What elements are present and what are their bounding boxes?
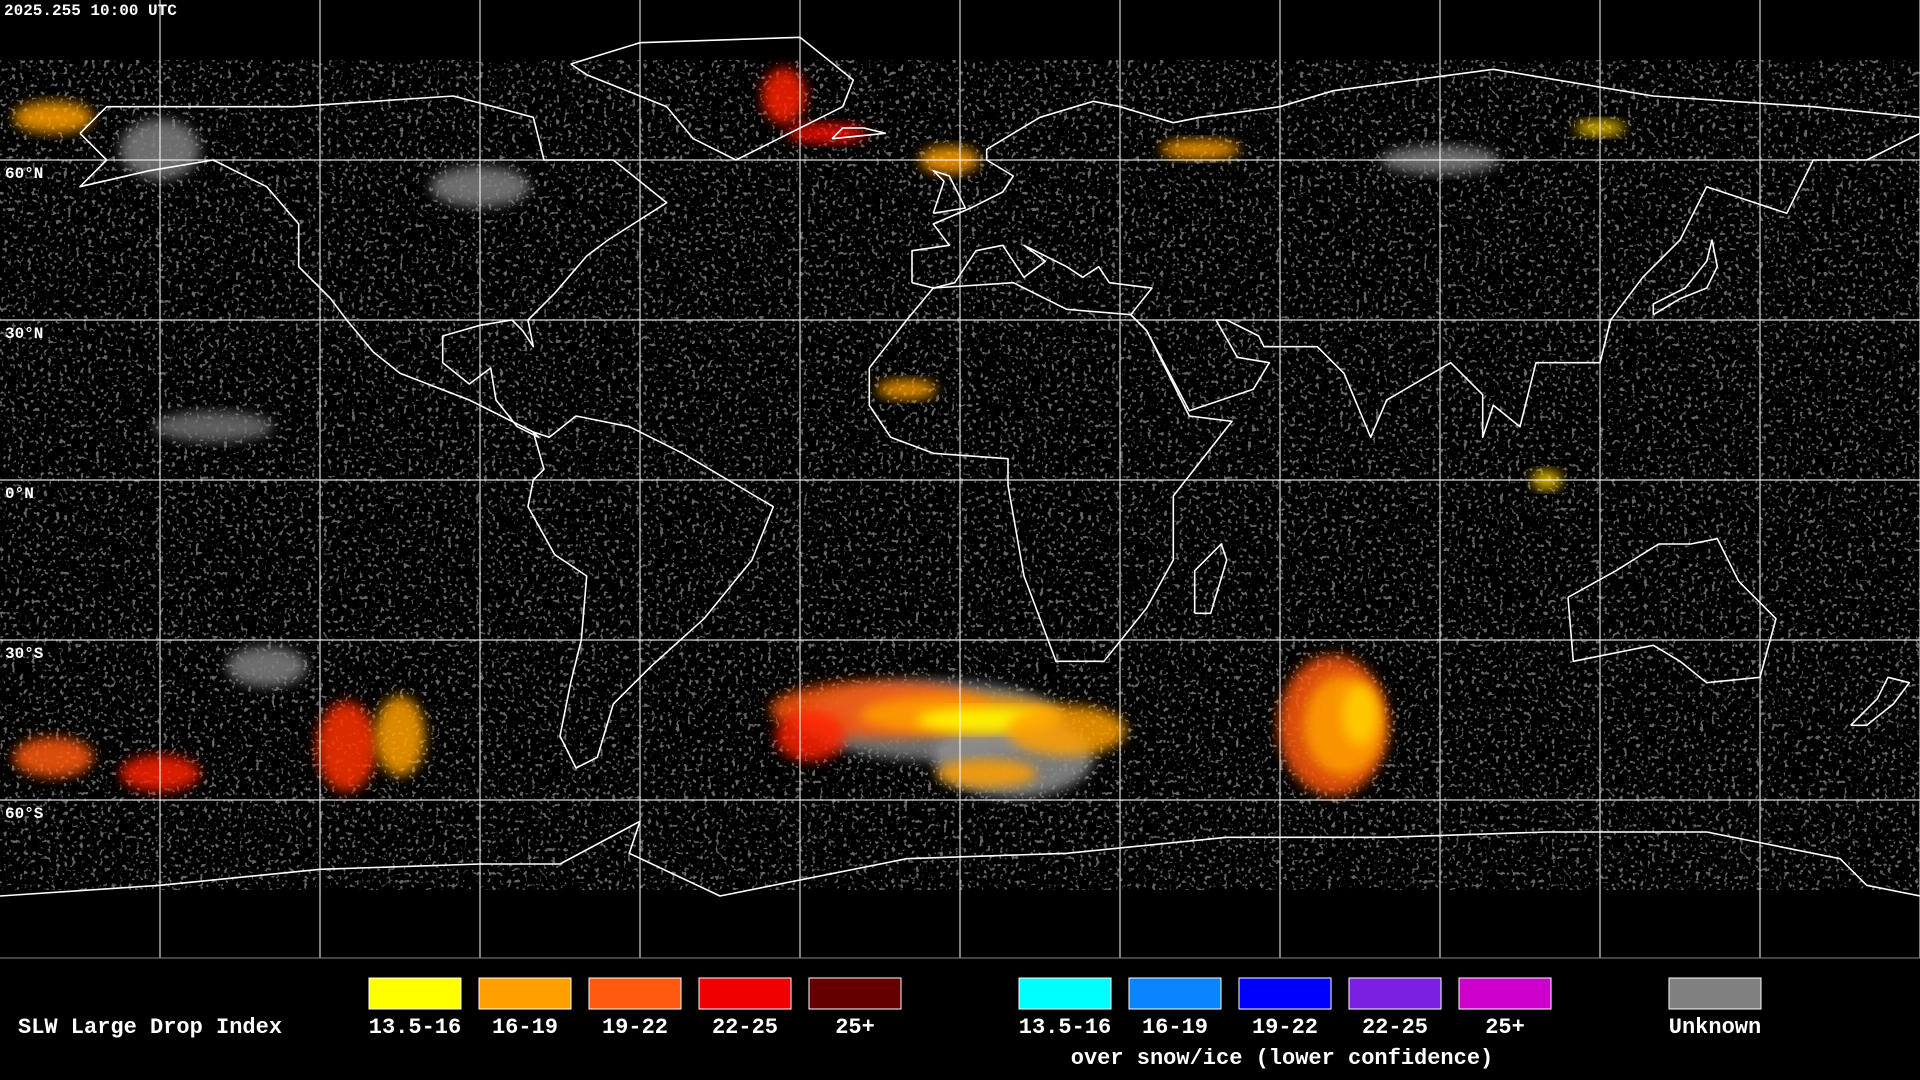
latitude-label: 60°S bbox=[5, 805, 44, 823]
legend-label: 25+ bbox=[1485, 1015, 1525, 1040]
coastline bbox=[1652, 239, 1719, 316]
legend-label: 22-25 bbox=[712, 1015, 778, 1040]
latitude-label: 60°N bbox=[5, 165, 43, 183]
cloud-patch bbox=[876, 379, 937, 400]
legend-label: 13.5-16 bbox=[369, 1015, 461, 1040]
coastlines bbox=[0, 36, 1920, 897]
legend-label: 16-19 bbox=[492, 1015, 558, 1040]
cloud-patch bbox=[153, 411, 274, 442]
cloud-patch bbox=[786, 123, 867, 144]
coastline bbox=[527, 415, 775, 769]
coastline bbox=[1567, 537, 1777, 684]
cloud-patch bbox=[13, 737, 94, 778]
legend-swatch bbox=[588, 977, 682, 1010]
legend-swatch bbox=[1128, 977, 1222, 1010]
graticule: 60°N 30°N 0°N 30°S 60°S bbox=[0, 0, 1920, 958]
latitude-label: 30°N bbox=[5, 325, 43, 343]
legend-swatch bbox=[1458, 977, 1552, 1010]
cloud-patch bbox=[1160, 139, 1240, 160]
cloud-patch bbox=[1006, 705, 1127, 756]
cloud-patch bbox=[13, 101, 94, 134]
cloud-patch bbox=[375, 696, 425, 776]
legend-swatch bbox=[1018, 977, 1112, 1010]
legend-swatch bbox=[478, 977, 572, 1010]
coastline bbox=[932, 169, 967, 215]
legend-swatch bbox=[698, 977, 792, 1010]
timestamp: 2025.255 10:00 UTC bbox=[4, 2, 177, 20]
coastline bbox=[570, 36, 855, 161]
coastline bbox=[1850, 676, 1911, 727]
legend-note: over snow/ice (lower confidence) bbox=[1071, 1046, 1493, 1071]
legend-swatch bbox=[368, 977, 462, 1010]
coastline bbox=[911, 68, 1920, 439]
legend-swatch bbox=[1668, 977, 1762, 1010]
cloud-patch bbox=[936, 759, 1037, 788]
cloud-patch bbox=[775, 711, 846, 761]
legend-label: 25+ bbox=[835, 1015, 875, 1040]
coastline bbox=[1193, 543, 1228, 615]
cloud-patch bbox=[226, 646, 307, 687]
cloud-patch bbox=[1342, 684, 1378, 745]
latitude-label: 0°N bbox=[5, 485, 34, 503]
coastline bbox=[868, 281, 1233, 663]
legend-swatch bbox=[1238, 977, 1332, 1010]
coastline bbox=[831, 127, 887, 140]
cloud-patch bbox=[762, 68, 806, 124]
coastline bbox=[0, 820, 1920, 897]
legend-label: 13.5-16 bbox=[1019, 1015, 1111, 1040]
legend-label: Unknown bbox=[1669, 1015, 1761, 1040]
latitude-label: 30°S bbox=[5, 645, 44, 663]
legend-label: 19-22 bbox=[602, 1015, 668, 1040]
legend-label: 22-25 bbox=[1362, 1015, 1428, 1040]
legend-swatch bbox=[1348, 977, 1442, 1010]
legend-label: 19-22 bbox=[1252, 1015, 1318, 1040]
legend-label: 16-19 bbox=[1142, 1015, 1208, 1040]
legend-swatch bbox=[808, 977, 902, 1010]
legend-title: SLW Large Drop Index bbox=[18, 1015, 282, 1040]
legend: SLW Large Drop Index 13.5-16 16-19 19-22 22-… bbox=[18, 977, 1762, 1071]
cloud-patch bbox=[316, 701, 377, 792]
